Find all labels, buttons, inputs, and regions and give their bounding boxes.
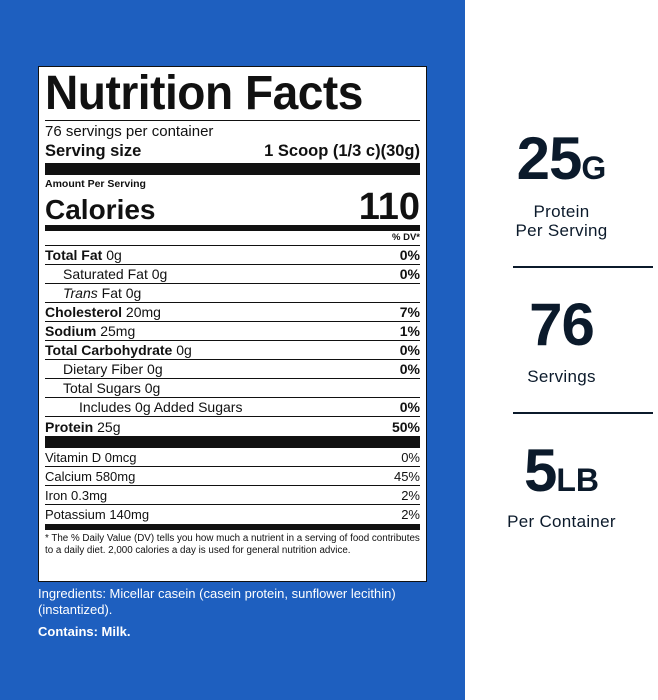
stat-protein: 25G	[465, 124, 658, 193]
stat-divider	[513, 266, 653, 268]
nutrient-amount: 0g	[144, 380, 161, 396]
nutrient-amount: 0g	[106, 247, 122, 263]
nutrient-row-total-fat: Total Fat 0g 0%	[45, 246, 420, 265]
stat-number: 5	[523, 437, 557, 504]
nutrient-row-total-carbohydrate: Total Carbohydrate 0g 0%	[45, 341, 420, 360]
nutrient-name: Dietary Fiber	[63, 361, 144, 377]
serving-size-label: Serving size	[45, 142, 142, 160]
nutrient-dv: 0%	[399, 361, 420, 377]
nutrient-dv: 0%	[399, 342, 420, 358]
calories-label: Calories	[45, 194, 156, 225]
serving-size-value: 1 Scoop (1/3 c)(30g)	[264, 142, 420, 160]
thick-divider-vitamins	[45, 436, 420, 448]
footnote-divider	[45, 524, 420, 530]
nutrient-row-cholesterol: Cholesterol 20mg 7%	[45, 303, 420, 322]
medium-divider	[45, 225, 420, 231]
calories-value: 110	[358, 186, 420, 228]
nutrient-name: Total Fat	[45, 247, 103, 263]
vitamin-amount: 580mg	[95, 468, 136, 484]
nutrient-amount: 25mg	[100, 323, 136, 339]
thick-divider	[45, 163, 420, 175]
nutrient-name: Total Carbohydrate	[45, 342, 173, 358]
vitamin-dv: 2%	[401, 507, 420, 522]
nutrient-amount: 0g	[151, 266, 168, 282]
calories-row: Calories 110	[45, 186, 420, 228]
vitamin-name: Potassium	[45, 507, 106, 522]
nutrient-amount: 0g	[176, 342, 192, 358]
nutrient-row-total-sugars: Total Sugars 0g	[45, 379, 420, 398]
nutrient-row-dietary-fiber: Dietary Fiber 0g 0%	[45, 360, 420, 379]
vitamin-row-potassium: Potassium 140mg 2%	[45, 505, 420, 524]
vitamin-row-vitamin-d: Vitamin D 0mcg 0%	[45, 448, 420, 467]
nutrient-dv: 0%	[399, 247, 420, 263]
stat-divider	[513, 412, 653, 414]
vitamin-amount: 0.3mg	[71, 487, 108, 503]
nutrient-row-sodium: Sodium 25mg 1%	[45, 322, 420, 341]
title-rule	[45, 120, 420, 121]
label-title: Nutrition Facts	[45, 67, 363, 120]
vitamin-name: Vitamin D	[45, 449, 102, 465]
nutrient-amount: 25g	[97, 418, 121, 435]
stat-protein-caption-2: Per Serving	[515, 221, 608, 240]
nutrient-row-added-sugars: Includes 0g Added Sugars 0%	[45, 398, 420, 417]
nutrient-amount: 0g	[147, 361, 163, 377]
stat-protein-caption-1: Protein	[533, 202, 590, 221]
vitamin-row-calcium: Calcium 580mg 45%	[45, 467, 420, 486]
nutrient-name: Total Sugars	[63, 380, 141, 396]
nutrient-dv: 0%	[399, 399, 420, 415]
stat-weight-caption: Per Container	[507, 512, 616, 531]
serving-size-row: Serving size 1 Scoop (1/3 c)(30g)	[45, 141, 420, 161]
daily-value-header: % DV*	[45, 231, 420, 246]
nutrient-name: Protein	[45, 418, 94, 435]
stat-weight: 5LB	[465, 436, 658, 505]
allergen-contains: Contains: Milk.	[38, 624, 131, 639]
vitamin-dv: 2%	[401, 487, 420, 503]
vitamin-row-iron: Iron 0.3mg 2%	[45, 486, 420, 505]
amount-per-serving: Amount Per Serving	[45, 178, 146, 190]
stat-number: 76	[529, 291, 595, 358]
stat-unit: G	[581, 150, 607, 186]
vitamin-dv: 45%	[393, 468, 420, 484]
nutrient-row-trans-fat: Trans Fat 0g	[45, 284, 420, 303]
stat-unit: LB	[556, 462, 600, 498]
nutrient-name: Includes 0g Added Sugars	[79, 399, 243, 415]
nutrient-name: Trans	[63, 285, 98, 301]
nutrient-name: Sodium	[45, 323, 97, 339]
vitamin-name: Iron	[45, 487, 68, 503]
nutrient-name: Saturated Fat	[63, 266, 148, 282]
vitamin-dv: 0%	[401, 449, 420, 465]
vitamin-amount: 140mg	[109, 507, 150, 522]
nutrient-amount: 20mg	[125, 304, 161, 320]
nutrient-name: Cholesterol	[45, 304, 123, 320]
nutrient-dv: 0%	[399, 266, 420, 282]
nutrient-dv: 1%	[399, 323, 420, 339]
nutrient-name-rest: Fat	[101, 285, 122, 301]
servings-per-container: 76 servings per container	[45, 123, 214, 140]
stat-number: 25	[516, 125, 583, 192]
nutrition-facts-label: Nutrition Facts 76 servings per containe…	[38, 66, 427, 582]
stat-servings: 76	[465, 290, 658, 359]
vitamin-amount: 0mcg	[104, 449, 137, 465]
vitamin-name: Calcium	[45, 468, 92, 484]
stats-column: 25G Protein Per Serving 76 Servings 5LB …	[465, 0, 658, 700]
stat-servings-caption: Servings	[527, 367, 596, 386]
ingredients-text: Ingredients: Micellar casein (casein pro…	[38, 586, 396, 617]
nutrient-row-saturated-fat: Saturated Fat 0g 0%	[45, 265, 420, 284]
nutrient-dv: 7%	[399, 304, 420, 320]
daily-value-footnote: * The % Daily Value (DV) tells you how m…	[45, 533, 420, 556]
nutrient-amount: 0g	[125, 285, 142, 301]
nutrient-dv: 50%	[391, 418, 420, 435]
nutrient-row-protein: Protein 25g 50%	[45, 417, 420, 436]
